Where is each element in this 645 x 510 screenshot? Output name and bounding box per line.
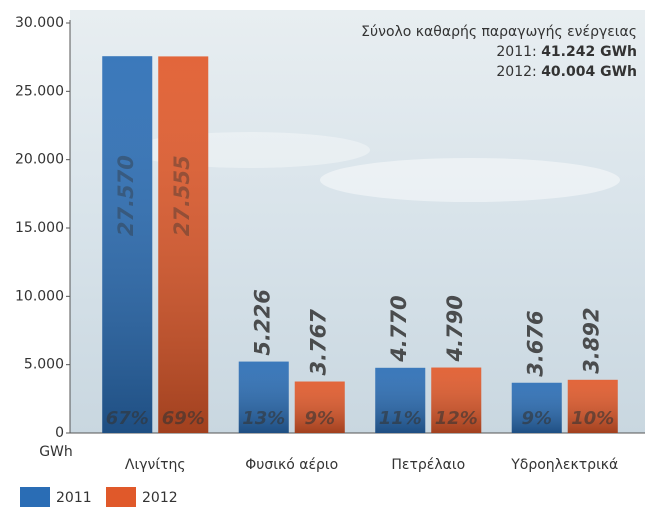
total-value: 41.242 GWh <box>541 44 637 60</box>
bar-shade <box>238 361 289 433</box>
share-label: 13% <box>242 408 285 429</box>
value-label: 3.767 <box>307 309 331 376</box>
cloud <box>320 158 620 202</box>
value-label: 3.892 <box>580 307 604 373</box>
bar-shade <box>102 56 153 434</box>
annotation-title: Σύνολο καθαρής παραγωγής ενέργειας <box>361 24 637 40</box>
value-label: 4.770 <box>387 295 411 362</box>
annotation-line: 2012: 40.004 GWh <box>496 64 637 80</box>
total-label: 2012: <box>496 64 536 80</box>
y-tick-label: 20.000 <box>15 152 64 168</box>
share-label: 12% <box>435 408 478 429</box>
annotation-line: 2011: 41.242 GWh <box>496 44 637 60</box>
x-tick-label: Φυσικό αέριο <box>245 457 338 473</box>
legend-swatch <box>106 487 136 507</box>
y-tick-label: 5.000 <box>24 357 64 373</box>
y-tick-label: 25.000 <box>15 83 64 99</box>
x-tick-label: Λιγνίτης <box>125 457 186 473</box>
share-label: 9% <box>304 408 335 429</box>
share-label: 11% <box>379 408 422 429</box>
y-tick-label: 0 <box>55 425 64 441</box>
share-label: 9% <box>521 408 552 429</box>
share-label: 10% <box>571 408 614 429</box>
x-tick-label: Υδροηλεκτρικά <box>510 457 618 473</box>
total-label: 2011: <box>496 44 536 60</box>
y-tick-label: 10.000 <box>15 288 64 304</box>
x-tick-label: Πετρέλαιο <box>391 457 465 473</box>
share-label: 69% <box>162 408 205 429</box>
bar-shade <box>567 379 618 433</box>
y-tick-label: 30.000 <box>15 15 64 31</box>
value-label: 3.676 <box>524 310 548 376</box>
value-label: 4.790 <box>443 295 467 362</box>
legend-swatch <box>20 487 50 507</box>
y-unit: GWh <box>39 444 73 460</box>
legend-label: 2012 <box>142 490 178 506</box>
bar-shade <box>375 367 426 433</box>
value-label: 27.555 <box>170 155 194 236</box>
total-value: 40.004 GWh <box>541 64 637 80</box>
legend-label: 2011 <box>56 490 92 506</box>
value-label: 5.226 <box>251 289 275 355</box>
y-tick-label: 15.000 <box>15 220 64 236</box>
bar-shade <box>294 381 345 433</box>
bar-shade <box>431 367 482 433</box>
share-label: 67% <box>106 408 149 429</box>
value-label: 27.570 <box>114 155 138 236</box>
bar-shade <box>511 382 562 433</box>
bar-shade <box>158 56 209 433</box>
